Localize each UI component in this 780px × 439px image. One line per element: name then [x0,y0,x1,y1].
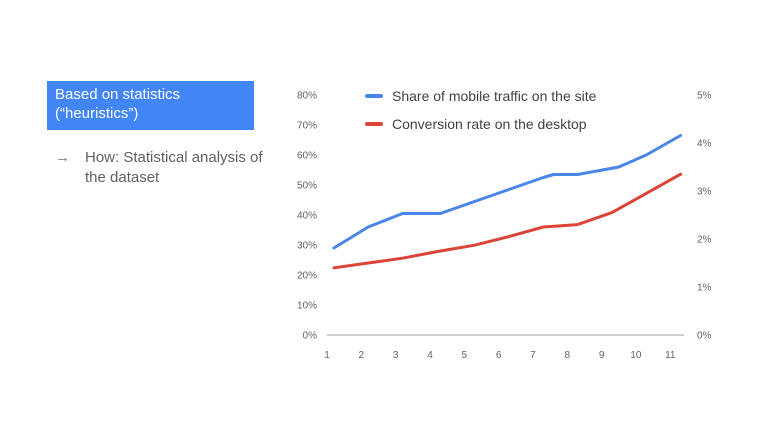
y-right-tick-label: 1% [697,283,712,294]
heading-tag-label: Based on statistics (“heuristics”) [55,86,181,122]
y-right-tick-label: 4% [697,139,712,150]
arrow-right-icon: → [55,149,70,166]
x-tick-label: 1 [324,350,330,361]
legend-label-2: Conversion rate on the desktop [392,116,587,132]
legend-label-1: Share of mobile traffic on the site [392,88,597,104]
y-left-tick-label: 20% [297,271,317,282]
y-left-tick-label: 0% [303,331,318,342]
x-tick-label: 6 [496,350,502,361]
y-right-tick-label: 3% [697,187,712,198]
y-left-tick-label: 50% [297,181,317,192]
y-left-tick-label: 10% [297,301,317,312]
y-left-tick-label: 40% [297,211,317,222]
x-tick-label: 5 [462,350,468,361]
x-tick-label: 11 [665,350,676,361]
y-left-tick-label: 60% [297,151,317,162]
x-tick-label: 9 [599,350,605,361]
series-line-2 [332,172,683,270]
how-note: → How: Statistical analysis of the datas… [55,148,285,188]
x-tick-label: 3 [393,350,399,361]
y-left-tick-label: 80% [297,91,317,102]
y-left-tick-label: 30% [297,241,317,252]
x-tick-label: 2 [359,350,365,361]
x-tick-label: 7 [530,350,536,361]
y-right-tick-label: 2% [697,235,712,246]
x-tick-label: 8 [565,350,571,361]
x-tick-label: 10 [630,350,642,361]
heading-tag: Based on statistics (“heuristics”) [47,81,254,130]
y-right-tick-label: 5% [697,91,712,102]
series-line-1 [332,134,683,250]
y-left-tick-label: 70% [297,121,317,132]
how-text: How: Statistical analysis of the dataset [85,149,263,186]
x-tick-label: 4 [427,350,433,361]
y-right-tick-label: 0% [697,331,712,342]
